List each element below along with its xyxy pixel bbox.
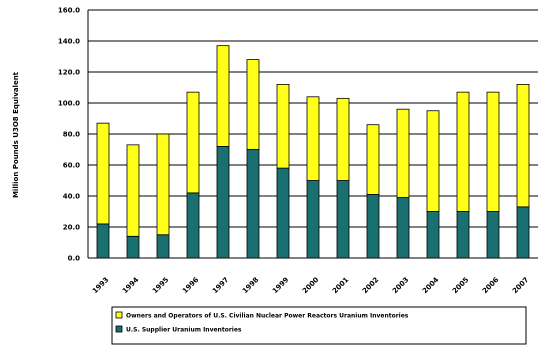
x-tick-label: 1998 (241, 276, 261, 296)
y-tick-label: 60.0 (63, 162, 80, 170)
legend: Owners and Operators of U.S. Civilian Nu… (111, 306, 527, 345)
legend-label: U.S. Supplier Uranium Inventories (126, 327, 242, 334)
y-tick-label: 40.0 (63, 193, 80, 201)
bar-supplier-inventory (366, 194, 380, 259)
x-tick-label: 1993 (91, 276, 111, 296)
bar-reactor-inventory (216, 45, 230, 147)
y-tick-label: 160.0 (58, 7, 80, 15)
bar-supplier-inventory (486, 211, 500, 259)
bar-reactor-inventory (336, 97, 350, 181)
x-tick-label: 2002 (361, 276, 381, 296)
y-tick-label: 120.0 (58, 69, 80, 77)
x-tick-label: 1994 (121, 276, 141, 296)
x-tick-label: 2003 (391, 276, 411, 296)
bar-supplier-inventory (276, 167, 290, 259)
bar-reactor-inventory (186, 91, 200, 194)
bar-reactor-inventory (396, 108, 410, 198)
bar-reactor-inventory (306, 96, 320, 181)
bar-reactor-inventory (456, 91, 470, 212)
bar-reactor-inventory (96, 122, 110, 225)
bar-supplier-inventory (306, 180, 320, 259)
x-tick-label: 1995 (151, 276, 171, 296)
legend-swatch (115, 311, 123, 319)
bar-supplier-inventory (426, 211, 440, 259)
bars (96, 45, 530, 259)
y-axis-title: Million Pounds U3O8 Equivalent (12, 71, 20, 198)
y-tick-label: 140.0 (58, 38, 80, 46)
x-tick-label: 2007 (511, 276, 531, 296)
bar-reactor-inventory (126, 144, 140, 237)
bar-reactor-inventory (366, 124, 380, 195)
x-tick-label: 1996 (181, 276, 201, 296)
bar-supplier-inventory (396, 197, 410, 259)
bar-supplier-inventory (336, 180, 350, 259)
x-axis: 1993 1994 1995 1996 1997 1998 1999 2000 2001 2002… (91, 276, 531, 296)
bar-supplier-inventory (156, 234, 170, 259)
x-tick-label: 2000 (301, 276, 321, 296)
bar-reactor-inventory (156, 133, 170, 236)
legend-label: Owners and Operators of U.S. Civilian Nu… (126, 313, 409, 320)
bar-reactor-inventory (246, 59, 260, 150)
x-tick-label: 2006 (481, 276, 501, 296)
bar-supplier-inventory (216, 145, 230, 259)
x-tick-label: 1999 (271, 276, 291, 296)
x-tick-label: 2005 (451, 276, 471, 296)
legend-swatch (115, 325, 123, 333)
legend-box (111, 306, 527, 345)
bar-supplier-inventory (96, 223, 110, 259)
bar-supplier-inventory (186, 192, 200, 259)
y-tick-label: 80.0 (63, 131, 80, 139)
y-axis: 0.0 20.0 40.0 60.0 80.0 100.0 120.0 140.0 160.0 (58, 7, 89, 263)
bar-supplier-inventory (456, 211, 470, 259)
bar-reactor-inventory (276, 84, 290, 169)
y-tick-label: 100.0 (58, 100, 80, 108)
x-tick-label: 2004 (421, 276, 441, 296)
y-tick-label: 20.0 (63, 224, 80, 232)
x-tick-label: 2001 (331, 276, 351, 296)
bar-reactor-inventory (486, 91, 500, 212)
bar-reactor-inventory (426, 110, 440, 212)
bar-supplier-inventory (516, 206, 530, 259)
x-tick-label: 1997 (211, 276, 231, 296)
bar-reactor-inventory (516, 84, 530, 208)
y-tick-label: 0.0 (68, 255, 81, 263)
bar-supplier-inventory (246, 149, 260, 259)
bar-supplier-inventory (126, 235, 140, 259)
